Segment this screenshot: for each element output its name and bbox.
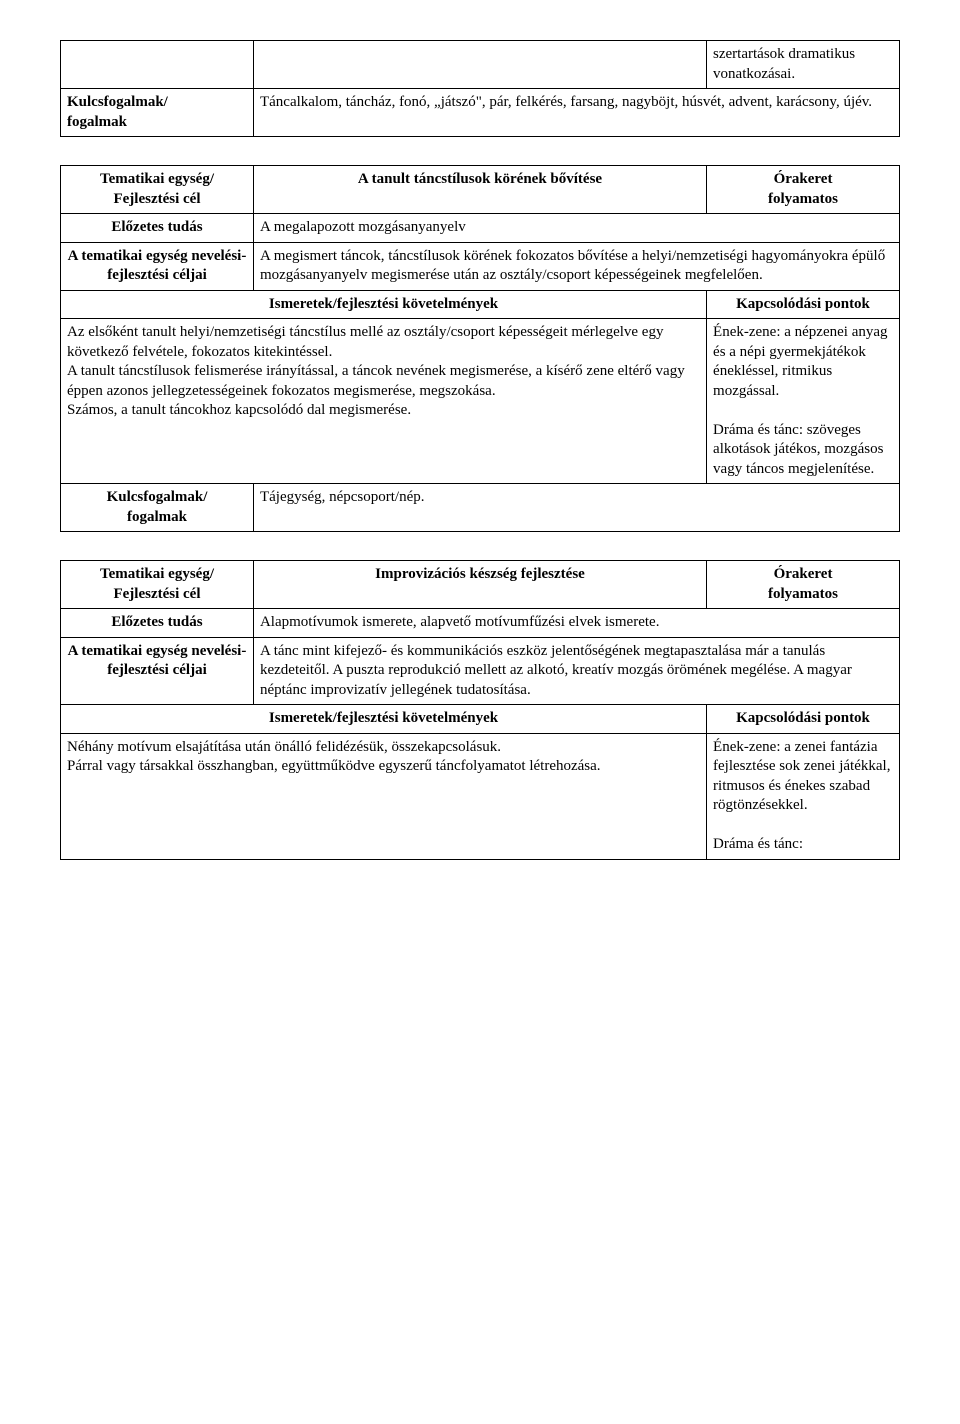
table-row: Néhány motívum elsajátítása után önálló … xyxy=(61,733,900,859)
cell: Ének-zene: a népzenei anyag és a népi gy… xyxy=(707,319,900,484)
table-row: Előzetes tudás Alapmotívumok ismerete, a… xyxy=(61,609,900,638)
cell-label: A tematikai egység nevelési-fejlesztési … xyxy=(61,637,254,705)
cell: szertartások dramatikus vonatkozásai. xyxy=(707,41,900,89)
table-row: Tematikai egység/ Fejlesztési cél Improv… xyxy=(61,561,900,609)
cell: Ének-zene: a zenei fantázia fejlesztése … xyxy=(707,733,900,859)
cell-label: Tematikai egység/ Fejlesztési cél xyxy=(61,166,254,214)
table-row: A tematikai egység nevelési-fejlesztési … xyxy=(61,637,900,705)
cell: Táncalkalom, táncház, fonó, „játszó", pá… xyxy=(253,89,899,137)
cell: Órakeret folyamatos xyxy=(707,166,900,214)
cell-label: Előzetes tudás xyxy=(61,214,254,243)
cell-label: Kulcsfogalmak/ fogalmak xyxy=(61,484,254,532)
cell-header: Ismeretek/fejlesztési követelmények xyxy=(61,290,707,319)
cell: A megalapozott mozgásanyanyelv xyxy=(253,214,899,243)
cell: Néhány motívum elsajátítása után önálló … xyxy=(61,733,707,859)
table-row: Az elsőként tanult helyi/nemzetiségi tán… xyxy=(61,319,900,484)
cell: Improvizációs készség fejlesztése xyxy=(253,561,706,609)
cell: Órakeret folyamatos xyxy=(707,561,900,609)
table-row: szertartások dramatikus vonatkozásai. xyxy=(61,41,900,89)
cell xyxy=(61,41,254,89)
cell: A tánc mint kifejező- és kommunikációs e… xyxy=(253,637,899,705)
table-3: Tematikai egység/ Fejlesztési cél Improv… xyxy=(60,560,900,860)
table-row: Tematikai egység/ Fejlesztési cél A tanu… xyxy=(61,166,900,214)
cell-label: A tematikai egység nevelési-fejlesztési … xyxy=(61,242,254,290)
cell-header: Kapcsolódási pontok xyxy=(707,290,900,319)
cell-header: Kapcsolódási pontok xyxy=(707,705,900,734)
table-row: Ismeretek/fejlesztési követelmények Kapc… xyxy=(61,290,900,319)
table-row: Ismeretek/fejlesztési követelmények Kapc… xyxy=(61,705,900,734)
table-row: Előzetes tudás A megalapozott mozgásanya… xyxy=(61,214,900,243)
cell-label: Előzetes tudás xyxy=(61,609,254,638)
cell: Tájegység, népcsoport/nép. xyxy=(253,484,899,532)
cell: Alapmotívumok ismerete, alapvető motívum… xyxy=(253,609,899,638)
table-row: A tematikai egység nevelési-fejlesztési … xyxy=(61,242,900,290)
cell: A megismert táncok, táncstílusok körének… xyxy=(253,242,899,290)
cell-header: Ismeretek/fejlesztési követelmények xyxy=(61,705,707,734)
cell: Az elsőként tanult helyi/nemzetiségi tán… xyxy=(61,319,707,484)
table-row: Kulcsfogalmak/ fogalmak Tájegység, népcs… xyxy=(61,484,900,532)
table-row: Kulcsfogalmak/ fogalmak Táncalkalom, tán… xyxy=(61,89,900,137)
table-2: Tematikai egység/ Fejlesztési cél A tanu… xyxy=(60,165,900,532)
cell xyxy=(253,41,706,89)
table-1: szertartások dramatikus vonatkozásai. Ku… xyxy=(60,40,900,137)
cell-label: Kulcsfogalmak/ fogalmak xyxy=(61,89,254,137)
cell-label: Tematikai egység/ Fejlesztési cél xyxy=(61,561,254,609)
cell: A tanult táncstílusok körének bővítése xyxy=(253,166,706,214)
